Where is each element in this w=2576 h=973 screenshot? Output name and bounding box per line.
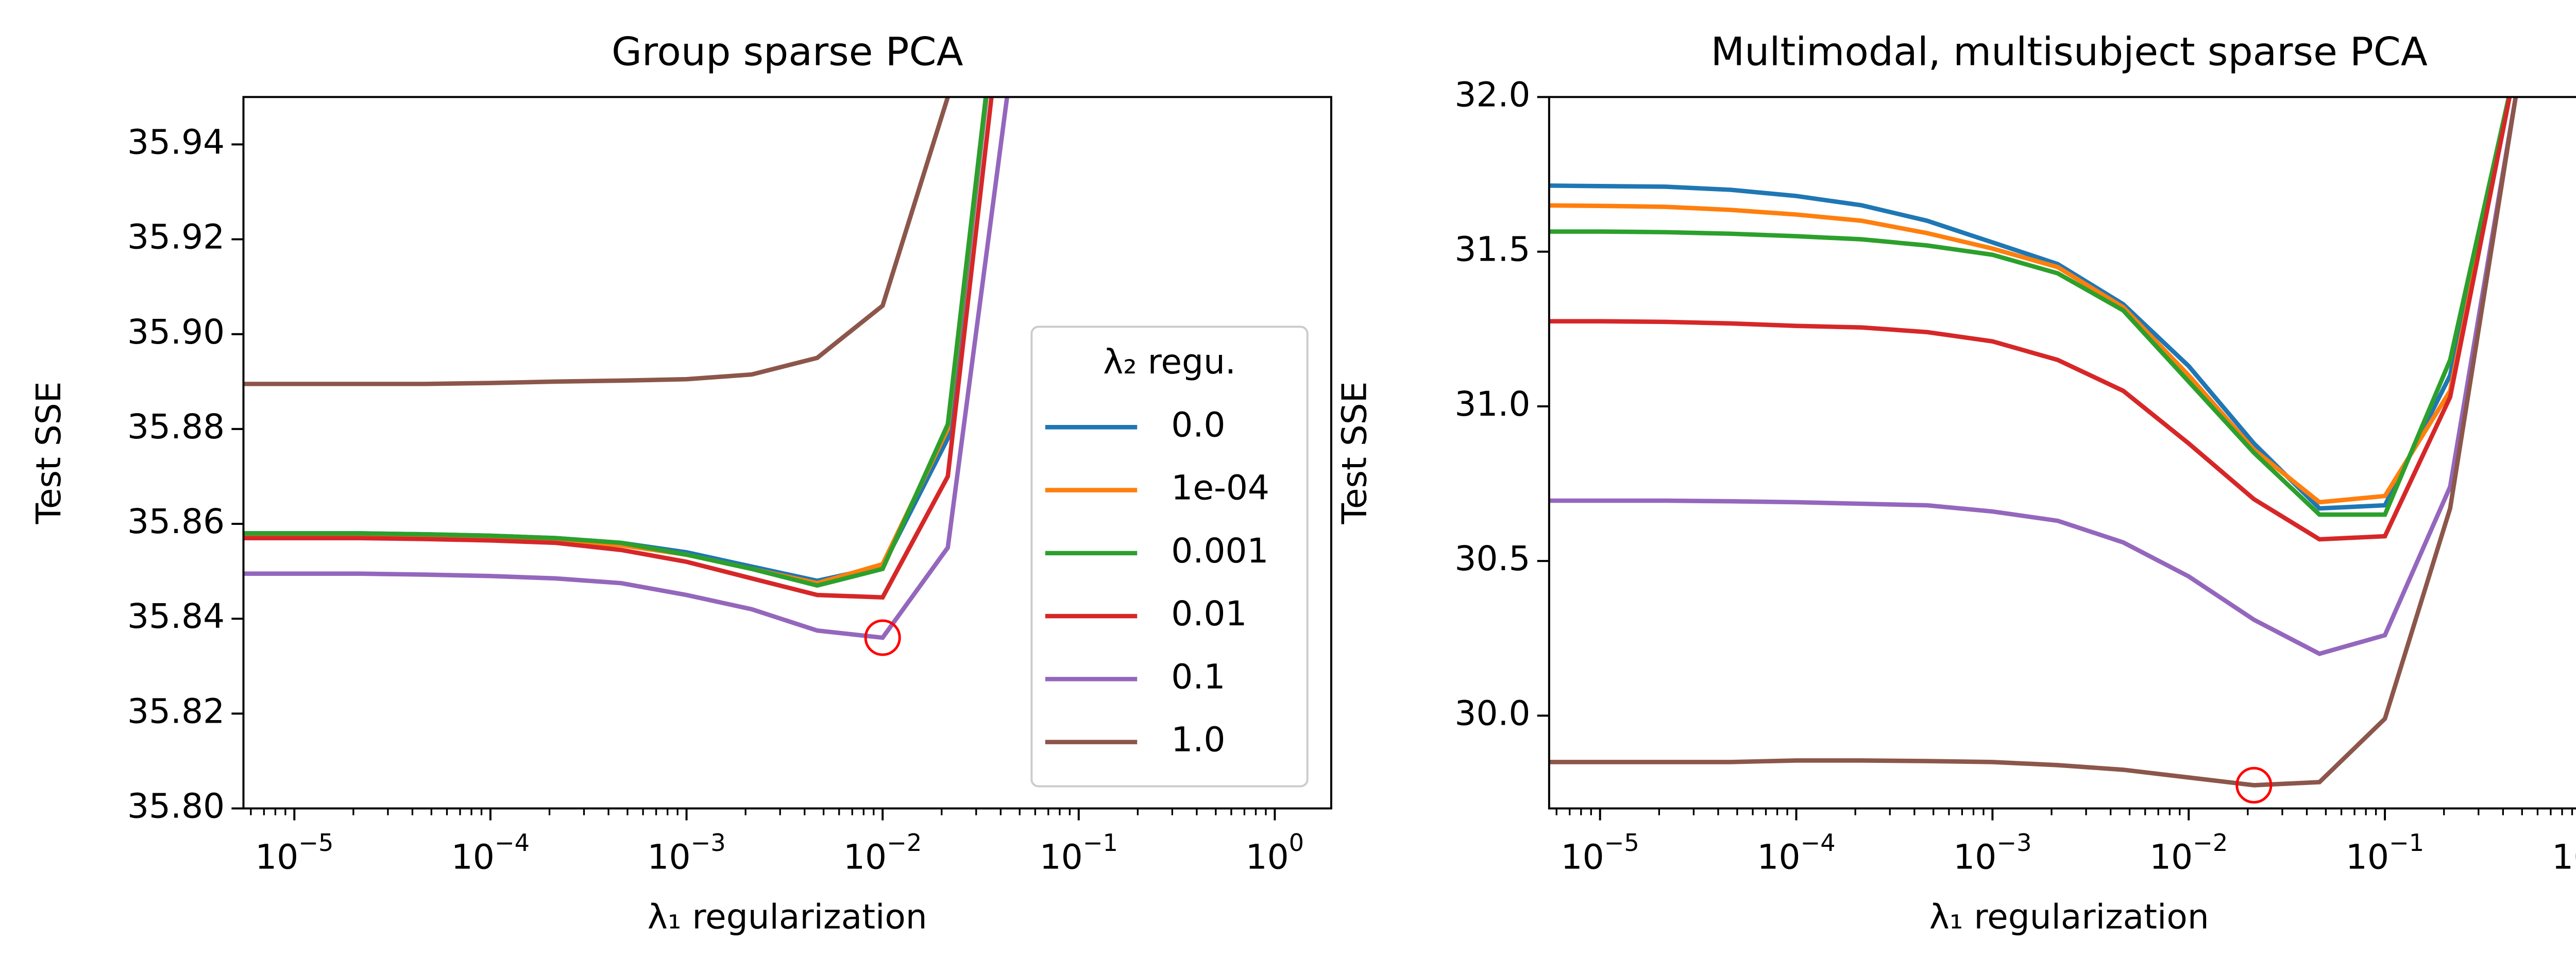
y-tick-label: 31.0 <box>1454 384 1530 424</box>
x-tick-base: 10 <box>2149 838 2193 877</box>
x-tick-exponent: −5 <box>298 828 333 856</box>
y-tick-label: 35.80 <box>127 787 225 826</box>
x-tick-label: 10−4 <box>451 828 530 877</box>
x-tick-base: 10 <box>1561 838 1604 877</box>
x-tick-exponent: −3 <box>1996 828 2031 856</box>
x-tick-base: 10 <box>451 838 495 877</box>
x-tick-exponent: −1 <box>2389 828 2424 856</box>
y-tick-label: 30.5 <box>1454 539 1530 578</box>
highlight-marker <box>2235 766 2273 804</box>
x-tick-base: 10 <box>1757 838 1800 877</box>
chart-title: Group sparse PCA <box>612 29 963 75</box>
legend-label: 0.1 <box>1171 657 1225 696</box>
legend-box <box>1030 326 1309 788</box>
x-tick-base: 10 <box>1246 838 1289 877</box>
y-tick-label: 35.94 <box>127 122 225 162</box>
y-tick-label: 30.0 <box>1454 693 1530 733</box>
plot-frame <box>242 96 1332 810</box>
legend-label: 1e-04 <box>1171 468 1269 508</box>
y-axis-label: Test SSE <box>29 382 69 525</box>
series-line <box>243 97 951 386</box>
x-tick-label: 10−2 <box>2149 828 2228 877</box>
series-line <box>1549 97 2511 517</box>
plot-frame <box>1548 96 2576 810</box>
chart-title: Multimodal, multisubject sparse PCA <box>1711 29 2428 75</box>
y-tick-label: 35.90 <box>127 312 225 352</box>
y-axis-label: Test SSE <box>1335 382 1375 525</box>
series-line <box>243 97 1010 640</box>
x-tick-base: 10 <box>2346 838 2389 877</box>
x-tick-label: 10−5 <box>255 828 333 877</box>
legend-label: 0.0 <box>1171 405 1225 445</box>
x-tick-base: 10 <box>1953 838 1996 877</box>
x-tick-label: 10−3 <box>1953 828 2031 877</box>
x-tick-base: 10 <box>2552 838 2576 877</box>
x-tick-exponent: −2 <box>2193 828 2228 856</box>
legend-label: 0.001 <box>1171 531 1268 571</box>
x-tick-exponent: −4 <box>495 828 530 856</box>
y-tick-label: 35.92 <box>127 217 225 257</box>
x-tick-exponent: −2 <box>887 828 922 856</box>
x-tick-label: 100 <box>1246 828 1304 877</box>
x-tick-exponent: −4 <box>1801 828 1836 856</box>
x-tick-label: 10−3 <box>647 828 725 877</box>
x-tick-base: 10 <box>1040 838 1083 877</box>
legend-title: λ₂ regu. <box>1103 342 1236 382</box>
x-axis-label: λ₁ regularization <box>648 897 927 936</box>
x-tick-exponent: −5 <box>1604 828 1639 856</box>
x-tick-label: 10−5 <box>1561 828 1639 877</box>
y-tick-label: 35.84 <box>127 596 225 636</box>
y-tick-label: 35.86 <box>127 502 225 541</box>
y-tick-label: 35.82 <box>127 691 225 731</box>
y-tick-label: 31.5 <box>1454 230 1530 269</box>
x-tick-label: 10−4 <box>1757 828 1835 877</box>
x-tick-label: 10−1 <box>2346 828 2424 877</box>
series-line <box>1549 97 2512 542</box>
highlight-marker <box>864 619 901 656</box>
series-line <box>243 97 994 600</box>
x-tick-label: 100 <box>2552 828 2576 877</box>
x-axis-label: λ₁ regularization <box>1929 897 2209 936</box>
x-tick-exponent: 0 <box>1289 828 1304 856</box>
y-tick-label: 35.88 <box>127 407 225 447</box>
x-tick-label: 10−2 <box>843 828 922 877</box>
legend: λ₂ regu. 0.0 1e-04 0.001 0.01 0.1 1.0 <box>1030 326 1309 788</box>
plot-lines <box>243 97 1010 640</box>
x-tick-base: 10 <box>647 838 690 877</box>
x-tick-exponent: −3 <box>690 828 725 856</box>
legend-label: 0.01 <box>1171 594 1247 634</box>
plot-lines <box>1549 97 2518 788</box>
legend-label: 1.0 <box>1171 720 1225 760</box>
series-line <box>243 97 988 588</box>
x-tick-base: 10 <box>255 838 298 877</box>
series-line <box>1549 97 2518 788</box>
y-tick-label: 32.0 <box>1454 75 1530 114</box>
x-tick-label: 10−1 <box>1040 828 1118 877</box>
x-tick-base: 10 <box>843 838 887 877</box>
x-tick-exponent: −1 <box>1083 828 1118 856</box>
chart: Multimodal, multisubject sparse PCA λ₁ re… <box>1335 29 2576 936</box>
series-line <box>1549 97 2518 656</box>
chart: Group sparse PCA λ₁ regularization Test SS… <box>29 29 1332 936</box>
